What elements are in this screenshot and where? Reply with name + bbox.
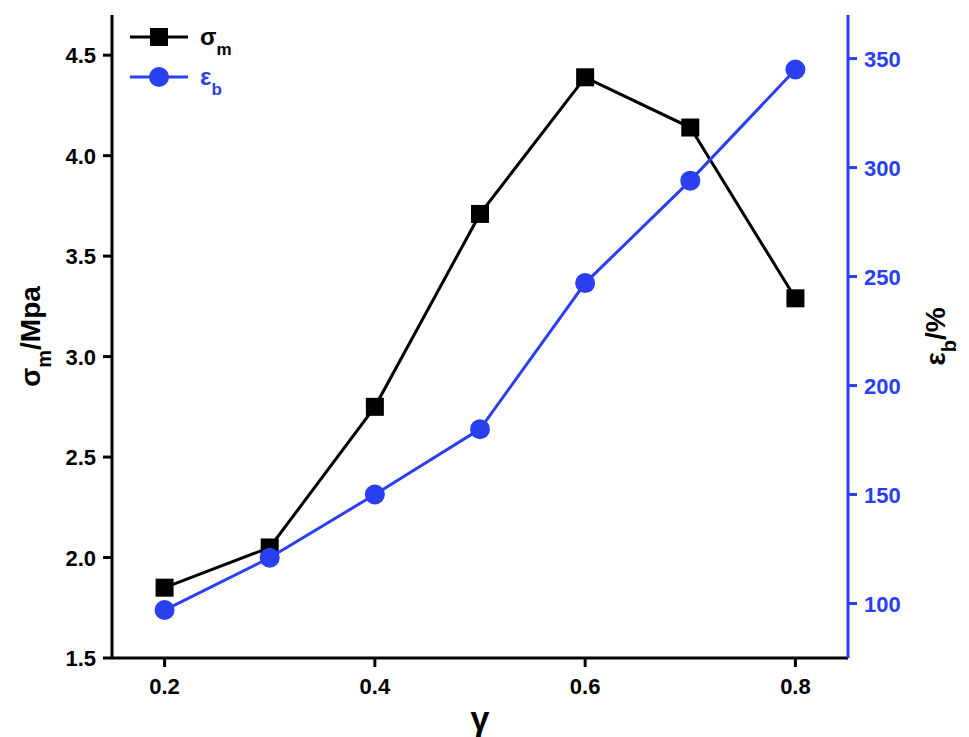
data-point bbox=[576, 68, 594, 86]
y2-tick-label: 200 bbox=[864, 374, 901, 399]
x-axis-label: γ bbox=[471, 699, 490, 737]
x-tick-label: 0.2 bbox=[149, 674, 180, 699]
legend-label: εb bbox=[200, 63, 222, 99]
y-tick-label: 3.5 bbox=[65, 244, 96, 269]
y-tick-label: 4.0 bbox=[65, 144, 96, 169]
y2-tick-label: 300 bbox=[864, 156, 901, 181]
y2-axis-line bbox=[847, 15, 850, 658]
data-point bbox=[365, 485, 385, 505]
data-point bbox=[155, 600, 175, 620]
legend: σm εb bbox=[130, 23, 232, 99]
legend-marker bbox=[150, 28, 168, 46]
data-point bbox=[680, 171, 700, 191]
y-tick-label: 3.0 bbox=[65, 345, 96, 370]
y-tick bbox=[103, 54, 112, 57]
y2-tick bbox=[848, 602, 857, 605]
series-line bbox=[165, 69, 796, 610]
x-tick-label: 0.4 bbox=[360, 674, 391, 699]
y2-tick-label: 350 bbox=[864, 47, 901, 72]
data-point bbox=[471, 205, 489, 223]
x-tick bbox=[373, 658, 376, 667]
y2-tick bbox=[848, 384, 857, 387]
y-tick-label: 2.5 bbox=[65, 445, 96, 470]
y-tick bbox=[103, 255, 112, 258]
y2-tick bbox=[848, 493, 857, 496]
data-point bbox=[366, 398, 384, 416]
x-tick bbox=[163, 658, 166, 667]
y2-tick-label: 150 bbox=[864, 483, 901, 508]
y2-axis-label: εb/% bbox=[920, 307, 960, 365]
series-line bbox=[165, 77, 796, 587]
x-tick bbox=[584, 658, 587, 667]
x-tick bbox=[794, 658, 797, 667]
y2-tick-label: 100 bbox=[864, 592, 901, 617]
chart: 0.2 0.4 0.6 0.8 1.5 2.0 2.5 3.0 3.5 4.0 4.5 100 150 2… bbox=[0, 0, 969, 737]
y2-tick bbox=[848, 57, 857, 60]
x-axis-line bbox=[112, 657, 848, 660]
y-tick bbox=[103, 456, 112, 459]
plot-data bbox=[155, 59, 806, 620]
data-point bbox=[470, 419, 490, 439]
y2-tick bbox=[848, 166, 857, 169]
data-point bbox=[681, 119, 699, 137]
y-tick bbox=[103, 154, 112, 157]
data-point bbox=[785, 59, 805, 79]
legend-marker bbox=[149, 67, 169, 87]
data-point bbox=[260, 548, 280, 568]
y-tick-label: 2.0 bbox=[65, 546, 96, 571]
data-point bbox=[575, 273, 595, 293]
y-tick-label: 1.5 bbox=[65, 646, 96, 671]
y2-tick bbox=[848, 275, 857, 278]
y-axis-label: σm/Mpa bbox=[15, 286, 55, 387]
y-axis-line bbox=[111, 15, 114, 658]
data-point bbox=[786, 289, 804, 307]
legend-label: σm bbox=[200, 23, 232, 59]
y-tick bbox=[103, 657, 112, 660]
data-point bbox=[156, 579, 174, 597]
y2-tick-label: 250 bbox=[864, 265, 901, 290]
x-tick-label: 0.8 bbox=[780, 674, 811, 699]
y-tick bbox=[103, 355, 112, 358]
x-tick-label: 0.6 bbox=[570, 674, 601, 699]
y-tick bbox=[103, 556, 112, 559]
y-tick-label: 4.5 bbox=[65, 43, 96, 68]
